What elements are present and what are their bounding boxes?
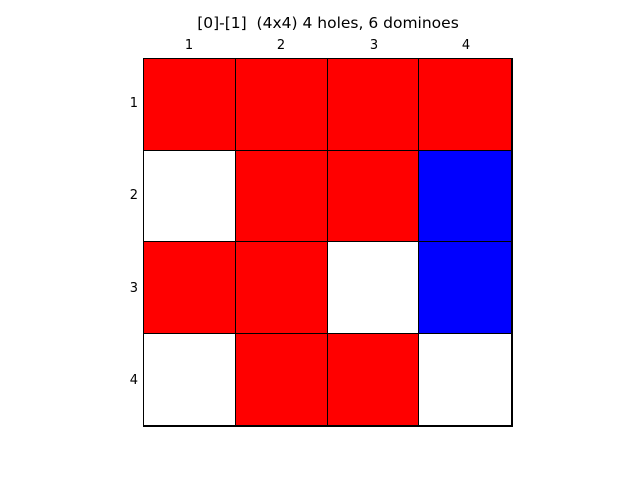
board-cell-hole[interactable] bbox=[327, 242, 420, 334]
column-label-3: 3 bbox=[369, 38, 379, 53]
board-cell-red[interactable] bbox=[327, 333, 420, 425]
board-cell-red[interactable] bbox=[327, 59, 420, 151]
board-cell-hole[interactable] bbox=[144, 333, 236, 425]
column-labels: 1 2 3 4 bbox=[143, 38, 513, 54]
column-label-4: 4 bbox=[461, 38, 471, 53]
board-cell-blue[interactable] bbox=[419, 242, 511, 334]
row-label-4: 4 bbox=[129, 373, 138, 388]
row-label-2: 2 bbox=[129, 188, 138, 203]
column-label-1: 1 bbox=[184, 38, 194, 53]
domino-board bbox=[143, 58, 513, 427]
row-label-3: 3 bbox=[129, 281, 138, 296]
row-label-1: 1 bbox=[129, 96, 138, 111]
board-cell-red[interactable] bbox=[235, 150, 328, 242]
board-cell-red[interactable] bbox=[235, 242, 328, 334]
board-cell-red[interactable] bbox=[144, 59, 236, 151]
board-cell-hole[interactable] bbox=[144, 150, 236, 242]
row-labels: 1 2 3 4 bbox=[126, 58, 140, 427]
board-cell-red[interactable] bbox=[235, 59, 328, 151]
board-cell-red[interactable] bbox=[144, 242, 236, 334]
board-cell-hole[interactable] bbox=[419, 333, 511, 425]
board-title: [0]-[1] (4x4) 4 holes, 6 dominoes bbox=[197, 14, 459, 32]
board-cell-red[interactable] bbox=[327, 150, 420, 242]
board-cell-blue[interactable] bbox=[419, 150, 511, 242]
board-cell-red[interactable] bbox=[235, 333, 328, 425]
board-cell-red[interactable] bbox=[419, 59, 511, 151]
column-label-2: 2 bbox=[276, 38, 286, 53]
